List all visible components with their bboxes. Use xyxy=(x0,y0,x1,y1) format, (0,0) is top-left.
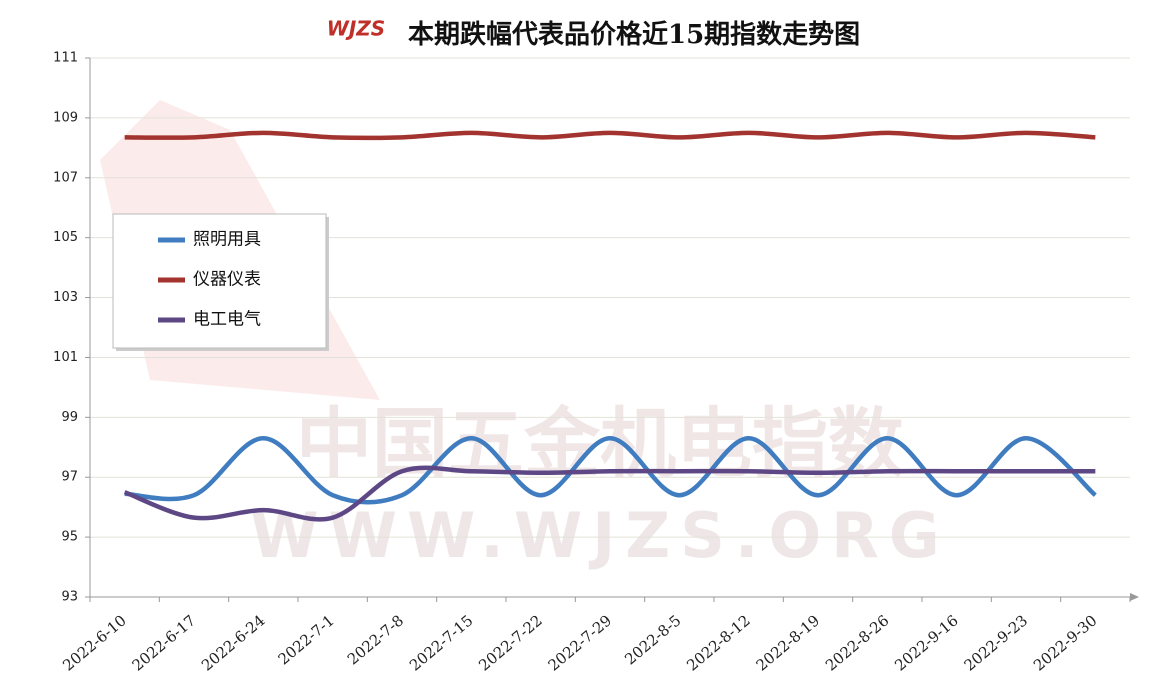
lines xyxy=(123,130,1097,522)
x-tick-label: 2022-8-12 xyxy=(683,611,754,674)
x-tick-label: 2022-8-26 xyxy=(822,611,893,674)
x-tick-label: 2022-7-22 xyxy=(475,611,546,674)
x-tick-label: 2022-7-1 xyxy=(275,611,338,668)
x-axis-arrow xyxy=(1130,593,1139,601)
y-tick-label: 109 xyxy=(53,110,78,125)
y-tick-label: 95 xyxy=(61,530,78,545)
y-tick-label: 101 xyxy=(53,350,78,365)
x-tick-label: 2022-9-30 xyxy=(1030,611,1101,674)
logo: WJZS xyxy=(327,17,385,41)
series-line xyxy=(124,436,1097,505)
legend-label: 电工电气 xyxy=(193,310,261,330)
x-tick-label: 2022-8-5 xyxy=(621,611,684,668)
y-tick-label: 93 xyxy=(61,590,78,605)
x-tick-label: 2022-9-23 xyxy=(961,611,1032,674)
y-tick-label: 97 xyxy=(61,470,78,485)
x-tick-label: 2022-9-16 xyxy=(891,611,962,674)
y-tick-label: 105 xyxy=(53,230,78,245)
x-tick-label: 2022-7-8 xyxy=(344,611,407,668)
x-tick-label: 2022-7-29 xyxy=(545,611,616,674)
x-tick-label: 2022-8-19 xyxy=(753,611,824,674)
legend-label: 仪器仪表 xyxy=(193,270,261,290)
series-line xyxy=(123,465,1096,522)
legend-label: 照明用具 xyxy=(193,230,261,250)
y-tick-label: 103 xyxy=(53,290,78,305)
y-tick-label: 111 xyxy=(53,51,78,66)
watermark-url: WWW.WJZS.ORG xyxy=(250,499,950,572)
legend-box xyxy=(112,213,327,349)
series-line xyxy=(124,130,1096,141)
x-tick-label: 2022-6-24 xyxy=(198,611,269,674)
x-tick-label: 2022-6-17 xyxy=(129,611,200,674)
chart-title: 本期跌幅代表品价格近15期指数走势图 xyxy=(408,19,860,50)
x-tick-label: 2022-7-15 xyxy=(406,611,477,674)
x-tick-label: 2022-6-10 xyxy=(59,611,130,674)
y-tick-label: 99 xyxy=(61,410,78,425)
y-tick-label: 107 xyxy=(53,170,78,185)
